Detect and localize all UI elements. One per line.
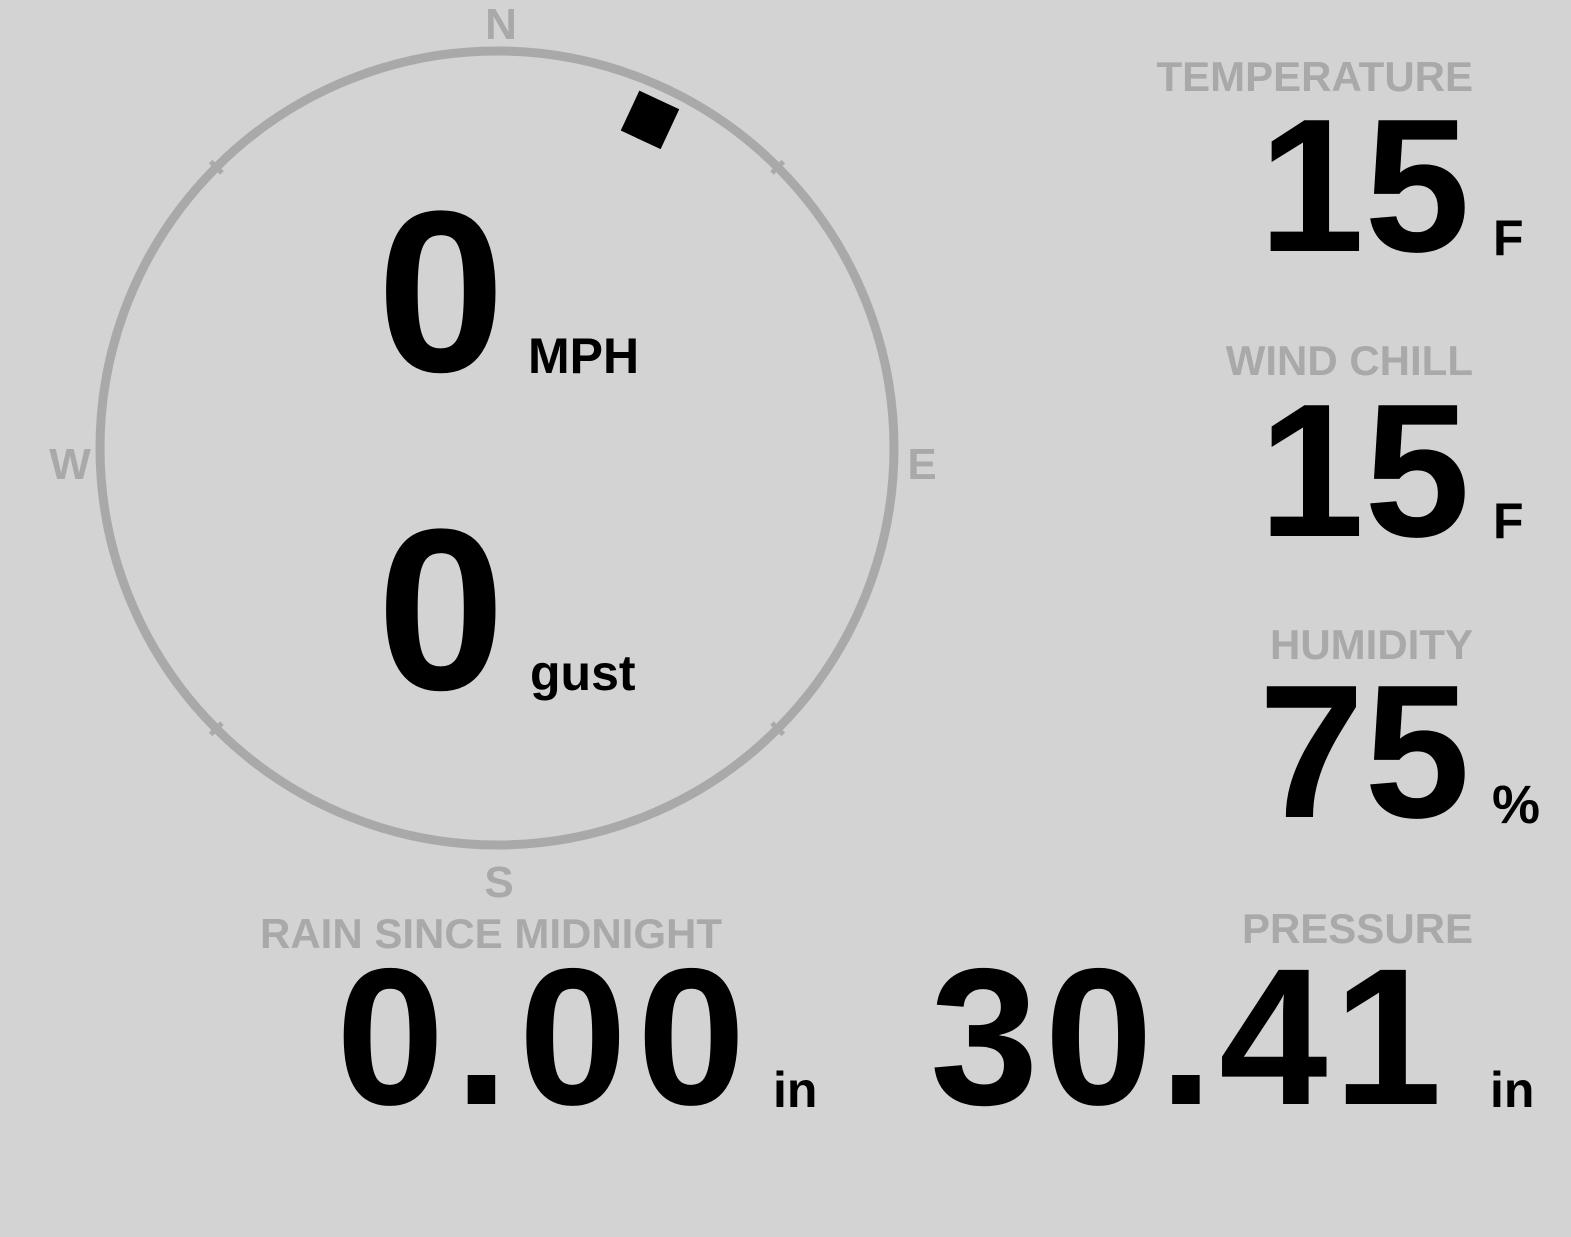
wind-chill-value: 15 xyxy=(1258,365,1470,577)
wind-speed-value: 0 xyxy=(377,163,505,420)
compass-tick xyxy=(770,159,786,175)
compass-north: N xyxy=(485,0,517,49)
temperature-value: 15 xyxy=(1258,80,1470,292)
rain-value: 0.00 xyxy=(336,928,756,1146)
humidity-unit: % xyxy=(1492,775,1541,835)
compass-tick xyxy=(208,721,224,737)
wind-chill-unit: F xyxy=(1493,493,1524,549)
rain-unit: in xyxy=(773,1062,818,1118)
wind-gust-unit: gust xyxy=(530,645,636,701)
compass-tick xyxy=(208,159,224,175)
compass-south: S xyxy=(484,858,514,907)
temperature-unit: F xyxy=(1493,210,1524,266)
wind-gust-value: 0 xyxy=(377,481,505,738)
wind-speed-unit: MPH xyxy=(528,328,640,384)
temperature-label: TEMPERATURE xyxy=(1156,53,1473,100)
humidity-label: HUMIDITY xyxy=(1270,621,1473,668)
pressure-label: PRESSURE xyxy=(1241,905,1473,952)
compass-ring xyxy=(95,46,899,850)
rain-label: RAIN SINCE MIDNIGHT xyxy=(260,910,722,957)
compass-ticks xyxy=(208,159,786,737)
compass-tick xyxy=(770,721,786,737)
compass-east: E xyxy=(907,440,937,489)
wind-direction-marker xyxy=(620,90,680,150)
pressure-unit: in xyxy=(1490,1062,1535,1118)
humidity-value: 75 xyxy=(1258,646,1470,858)
compass-west: W xyxy=(49,440,91,489)
pressure-value: 30.41 xyxy=(930,928,1448,1146)
wind-chill-label: WIND CHILL xyxy=(1225,337,1473,384)
